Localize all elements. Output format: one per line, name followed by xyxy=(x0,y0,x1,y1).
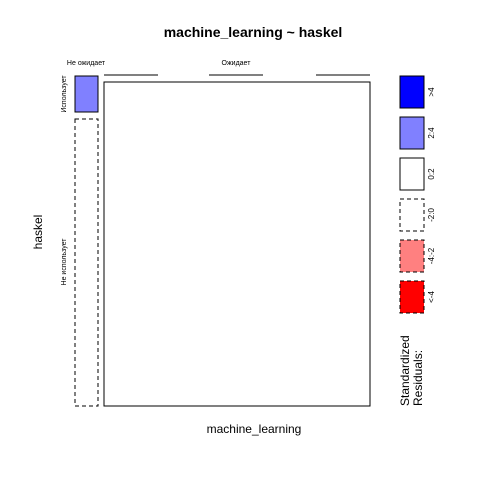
mosaic-tile-ne-ozhidaet-ispolzuet xyxy=(74,75,99,113)
x-axis-label: machine_learning xyxy=(207,422,302,436)
y-axis-label: haskel xyxy=(31,215,45,250)
mosaic-tile-ne-ozhidaet-ne-ispolzuet xyxy=(74,118,99,407)
legend-swatch-0 xyxy=(399,75,425,109)
legend-swatch-4 xyxy=(399,239,425,273)
legend-label-4: -4:-2 xyxy=(427,247,436,264)
mosaic-tile-ozhidaet-ne-ispolzuet xyxy=(103,81,371,407)
legend-title-line1: Standardized xyxy=(398,335,412,406)
legend-title-line2: Residuals: xyxy=(411,350,425,406)
legend-label-3: -2:0 xyxy=(427,208,436,222)
legend-swatch-3 xyxy=(399,198,425,232)
y-level-label-1: Не использует xyxy=(61,238,68,286)
x-level-label-1: Ожидает xyxy=(222,60,252,67)
legend-swatch-1 xyxy=(399,116,425,150)
legend-label-2: 0:2 xyxy=(427,168,436,180)
legend-swatch-2 xyxy=(399,157,425,191)
legend-label-5: <-4 xyxy=(427,291,436,303)
legend-label-1: 2:4 xyxy=(427,127,436,139)
x-level-label-0: Не ожидает xyxy=(67,60,106,67)
chart-title: machine_learning ~ haskel xyxy=(164,24,343,40)
legend: >4 2:4 0:2 -2:0 -4:-2 <-4 xyxy=(399,75,436,314)
legend-swatch-5 xyxy=(399,280,425,314)
legend-label-0: >4 xyxy=(427,87,436,97)
y-level-label-0: Использует xyxy=(61,75,68,113)
